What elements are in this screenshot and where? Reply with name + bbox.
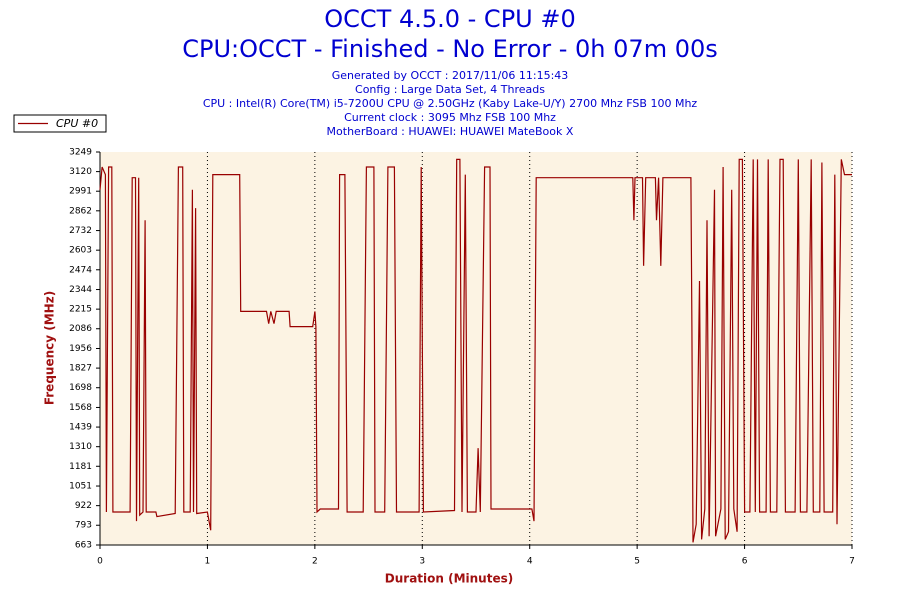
- y-tick-label: 1568: [69, 403, 92, 413]
- y-tick-label: 1310: [69, 442, 92, 452]
- legend: CPU #0: [13, 114, 107, 133]
- y-tick-label: 1439: [69, 423, 92, 433]
- info-block: Generated by OCCT : 2017/11/06 11:15:43C…: [203, 69, 698, 138]
- y-tick-label: 793: [75, 521, 92, 531]
- legend-box: [13, 114, 107, 133]
- chart-title: OCCT 4.5.0 - CPU #0: [324, 5, 575, 33]
- chart-subtitle: CPU:OCCT - Finished - No Error - 0h 07m …: [182, 35, 718, 63]
- y-tick-label: 1827: [69, 364, 92, 374]
- info-line: CPU : Intel(R) Core(TM) i5-7200U CPU @ 2…: [203, 97, 698, 110]
- y-tick-label: 2862: [69, 206, 92, 216]
- y-tick-label: 2474: [69, 265, 92, 275]
- y-tick-label: 663: [75, 541, 92, 551]
- y-tick-label: 2991: [69, 187, 92, 197]
- x-tick-label: 5: [634, 557, 640, 567]
- info-line: Current clock : 3095 Mhz FSB 100 Mhz: [344, 111, 556, 124]
- info-line: Config : Large Data Set, 4 Threads: [355, 83, 545, 96]
- y-tick-label: 2603: [69, 246, 92, 256]
- info-line: Generated by OCCT : 2017/11/06 11:15:43: [332, 69, 569, 82]
- y-tick-label: 922: [75, 501, 92, 511]
- x-tick-label: 3: [419, 557, 425, 567]
- data-line: [99, 158, 852, 543]
- x-tick-label: 0: [97, 557, 103, 567]
- y-axis-label: Frequency (MHz): [43, 291, 57, 405]
- info-line: MotherBoard : HUAWEI: HUAWEI MateBook X: [327, 125, 574, 138]
- y-tick-label: 2732: [69, 226, 92, 236]
- y-tick-label: 2344: [69, 285, 92, 295]
- y-tick-label: 1956: [69, 344, 92, 354]
- y-tick-label: 1698: [69, 383, 92, 393]
- x-tick-label: 1: [205, 557, 211, 567]
- plot-background: [100, 152, 852, 545]
- y-tick-label: 1181: [69, 462, 92, 472]
- x-tick-label: 6: [742, 557, 748, 567]
- x-tick-label: 4: [527, 557, 533, 567]
- y-tick-label: 2215: [69, 305, 92, 315]
- y-tick-label: 3249: [69, 148, 92, 158]
- x-tick-label: 2: [312, 557, 318, 567]
- x-axis-label: Duration (Minutes): [385, 572, 513, 586]
- x-tick-label: 7: [849, 557, 855, 567]
- y-tick-label: 1051: [69, 482, 92, 492]
- y-tick-label: 2086: [69, 324, 92, 334]
- y-tick-label: 3120: [69, 167, 92, 177]
- legend-label: CPU #0: [56, 117, 98, 130]
